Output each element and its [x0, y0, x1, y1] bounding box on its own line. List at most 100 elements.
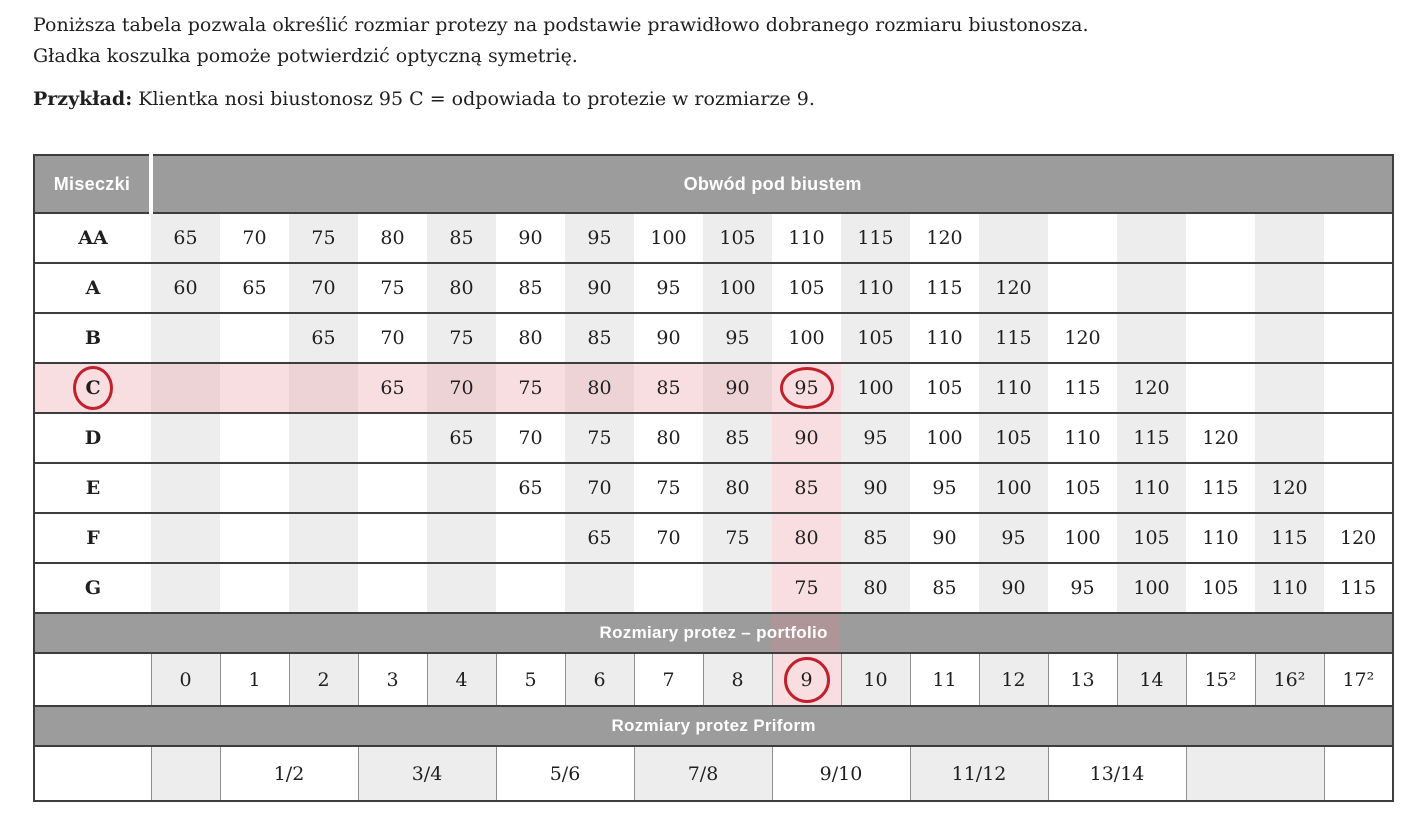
size-cell: 75 — [358, 262, 427, 313]
cup-label-cell: AA — [34, 212, 151, 263]
size-cell: 70 — [358, 312, 427, 363]
priform-size-cell: 7/8 — [633, 745, 773, 801]
priform-band-row: Rozmiary protez Priform — [34, 705, 1394, 746]
size-cell: 65 — [289, 312, 358, 363]
size-cell: 110 — [910, 312, 979, 363]
size-cell: 105 — [703, 212, 772, 263]
size-cell: 120 — [910, 212, 979, 263]
size-cell: 100 — [841, 362, 910, 413]
portfolio-size-cell: 8 — [702, 652, 773, 706]
size-cell: 75 — [427, 312, 496, 363]
cup-row: B 65 70 75 80 85 90 95 100 105 110 115 120 — [34, 312, 1394, 363]
portfolio-size-cell: 10 — [840, 652, 911, 706]
red-circle-highlight: 95 — [779, 367, 834, 409]
size-cell: 120 — [1255, 462, 1324, 513]
size-cell: 85 — [427, 212, 496, 263]
table-header-row: Miseczki Obwód pod biustem — [34, 154, 1394, 213]
size-cell: 95 — [565, 212, 634, 263]
size-cell: 65 — [358, 362, 427, 413]
size-cell — [220, 512, 289, 563]
intro-line-1: Poniższa tabela pozwala określić rozmiar… — [33, 14, 1089, 36]
cup-row: C 65 70 75 80 85 90 95 100 105 110 115 120 — [34, 362, 1394, 413]
size-cell — [1324, 212, 1394, 263]
portfolio-band-row: Rozmiary protez – portfolio — [34, 612, 1394, 653]
size-cell: 80 — [634, 412, 703, 463]
size-cell: 100 — [772, 312, 841, 363]
size-cell: 95 — [979, 512, 1048, 563]
size-cell: 70 — [220, 212, 289, 263]
size-cell: 95 — [841, 412, 910, 463]
size-cell: 100 — [979, 462, 1048, 513]
size-cell: 115 — [1255, 512, 1324, 563]
size-cell: 70 — [289, 262, 358, 313]
size-cell: 80 — [703, 462, 772, 513]
size-cell — [1186, 362, 1255, 413]
size-cell: 120 — [1117, 362, 1186, 413]
size-cell: 115 — [1186, 462, 1255, 513]
size-cell: 90 — [841, 462, 910, 513]
portfolio-size-cell: 1 — [219, 652, 290, 706]
size-cell: 90 — [772, 412, 841, 463]
size-cell: 100 — [703, 262, 772, 313]
cup-row: E 65 70 75 80 85 90 95 100 105 110 115 120 — [34, 462, 1394, 513]
size-cell — [289, 562, 358, 613]
red-circle-highlight: 9 — [783, 656, 830, 703]
example-label: Przykład: — [33, 88, 133, 110]
size-cell: 75 — [772, 562, 841, 613]
size-cell: 75 — [703, 512, 772, 563]
cup-row: F 65 70 75 80 85 90 95 100 105 110 115 120 — [34, 512, 1394, 563]
portfolio-size-cell: 5 — [495, 652, 566, 706]
size-cell — [151, 462, 220, 513]
portfolio-size-cell: 14 — [1116, 652, 1187, 706]
portfolio-sizes-row: 0 1 2 3 4 5 6 7 8 9 10 11 12 13 14 15² 16² 17² — [33, 652, 1394, 706]
red-circle-highlight: C — [73, 366, 113, 410]
cup-label-cell: E — [34, 462, 151, 513]
size-cell — [1255, 362, 1324, 413]
size-cell — [565, 562, 634, 613]
row-label-cell — [33, 745, 152, 801]
portfolio-size-cell: 12 — [978, 652, 1049, 706]
portfolio-size-cell: 13 — [1047, 652, 1118, 706]
size-cell — [220, 362, 289, 413]
example-text: Klientka nosi biustonosz 95 C = odpowiad… — [132, 88, 815, 110]
size-cell: 75 — [289, 212, 358, 263]
size-cell — [289, 462, 358, 513]
size-cell: 105 — [910, 362, 979, 413]
size-cell: 85 — [841, 512, 910, 563]
priform-size-cell: 11/12 — [909, 745, 1049, 801]
example-line: Przykład: Klientka nosi biustonosz 95 C … — [33, 87, 1392, 111]
size-cell: 95 — [634, 262, 703, 313]
size-cell — [1048, 212, 1117, 263]
size-cell: 105 — [979, 412, 1048, 463]
size-cell — [358, 512, 427, 563]
size-cell: 90 — [910, 512, 979, 563]
size-cell: 105 — [1117, 512, 1186, 563]
size-cell: 120 — [979, 262, 1048, 313]
cup-label-cell: B — [34, 312, 151, 363]
size-cell — [220, 562, 289, 613]
size-cell — [634, 562, 703, 613]
size-cell: 95 — [703, 312, 772, 363]
size-cell: 80 — [496, 312, 565, 363]
size-cell — [1117, 312, 1186, 363]
underbust-header-cell: Obwód pod biustem — [151, 154, 1394, 213]
portfolio-size-cell: 0 — [150, 652, 221, 706]
portfolio-size-cell: 3 — [357, 652, 428, 706]
size-cell — [1324, 412, 1394, 463]
size-cell — [427, 512, 496, 563]
size-cell: 65 — [427, 412, 496, 463]
size-cell: 100 — [1117, 562, 1186, 613]
priform-size-cell — [150, 745, 221, 801]
priform-size-cell: 3/4 — [357, 745, 497, 801]
size-cell: 105 — [841, 312, 910, 363]
size-cell: 115 — [841, 212, 910, 263]
size-cell: 95 — [1048, 562, 1117, 613]
size-cell — [151, 312, 220, 363]
cups-header-cell: Miseczki — [34, 154, 153, 213]
size-cell — [220, 462, 289, 513]
cup-row: A 60 65 70 75 80 85 90 95 100 105 110 115 120 — [34, 262, 1394, 313]
size-cell: 65 — [151, 212, 220, 263]
size-cell: 80 — [427, 262, 496, 313]
size-cell: 105 — [1048, 462, 1117, 513]
